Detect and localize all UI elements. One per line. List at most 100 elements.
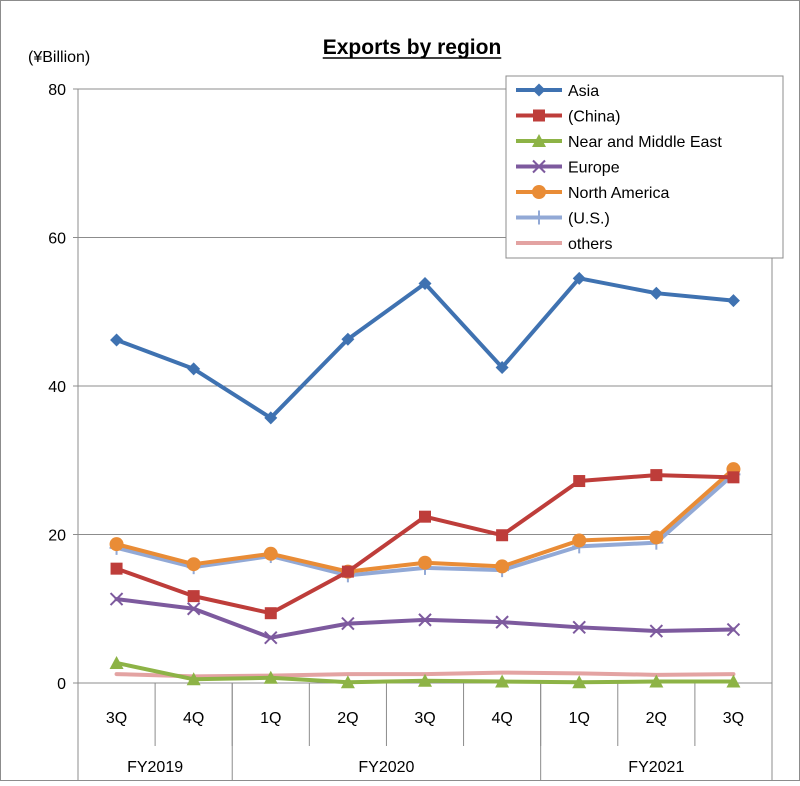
x-tick-label: 4Q [491,710,512,727]
legend-label: Near and Middle East [568,134,722,151]
series-north-america [109,462,741,579]
legend-label: Europe [568,160,620,177]
data-point [341,616,355,631]
x-group-label: FY2019 [127,759,183,776]
data-point [109,655,124,669]
data-point [418,277,432,291]
x-marker-stroke [649,624,664,638]
data-point [495,559,510,574]
y-tick-label: 80 [48,82,66,99]
legend-label: others [568,236,612,253]
data-point [341,332,355,346]
x-group-label: FY2021 [628,759,684,776]
legend-label: Asia [568,83,599,100]
data-point [726,294,740,308]
legend-item: Europe [516,160,620,177]
legend-item: (U.S.) [516,210,610,228]
x-tick-label: 4Q [183,710,204,727]
data-point [187,362,201,376]
y-tick-label: 60 [48,231,66,248]
x-tick-label: 3Q [723,710,744,727]
legend: Asia (China) Near and Middle East Europe Nor… [505,75,784,259]
data-point [109,592,124,606]
legend-label: (China) [568,109,620,126]
data-point [727,471,740,484]
x-tick-label: 1Q [569,710,590,727]
x-marker-stroke [341,616,355,631]
x-tick-label: 2Q [646,710,667,727]
data-point [418,673,432,687]
series-europe [109,592,741,645]
data-point [419,510,431,523]
legend-item: North America [516,185,669,202]
series-near-and-middle-east [109,655,741,689]
x-marker-stroke [726,622,741,637]
legend-marker [532,159,546,174]
data-point [264,607,277,620]
axis-layer: 0 20 40 60 80 3Q 4Q 1Q 2Q 3Q 4Q 1Q 2Q 3Q FY2019 FY2020 F… [48,82,773,781]
legend-marker [532,210,546,225]
data-point [263,670,278,684]
x-tick-label: 2Q [337,710,358,727]
data-point [649,674,664,688]
data-point [572,620,586,635]
legend-marker [533,109,545,122]
legend-item: (China) [516,109,620,126]
data-point [573,475,586,488]
data-point [418,613,432,627]
data-point [649,530,664,545]
legend-label: (U.S.) [568,211,610,228]
legend-marker [532,185,546,199]
x-marker-stroke [186,602,201,616]
data-point [649,624,664,638]
x-tick-label: 3Q [414,710,435,727]
data-point [187,590,200,603]
data-point [495,674,510,688]
data-point [572,271,586,285]
data-point [263,546,278,561]
data-point [572,675,587,689]
x-marker-stroke [109,592,124,606]
x-marker-stroke [495,615,509,629]
y-tick-label: 20 [48,528,66,545]
legend-marker [532,83,546,97]
data-point [649,286,663,300]
legend-marker [532,134,546,147]
data-point [418,555,432,570]
series-layer [109,271,741,689]
data-point [572,533,587,548]
series-china [110,469,740,620]
data-point [264,411,278,425]
data-point [726,674,741,688]
legend-item: others [516,236,612,253]
y-tick-label: 40 [48,379,66,396]
legend-item: Asia [516,83,599,100]
data-point [110,333,124,347]
unit-label: (¥Billion) [28,49,90,66]
chart-title: Exports by region [323,36,502,59]
data-point [650,469,663,482]
data-point [186,672,201,686]
x-marker-stroke [532,159,546,174]
data-point [726,622,741,637]
x-marker-stroke [418,613,432,627]
y-tick-label: 0 [57,676,66,693]
data-point [110,562,123,575]
legend-label: North America [568,185,669,202]
data-point [496,529,509,542]
data-point [109,537,124,552]
data-point [186,602,201,616]
data-point [264,631,278,645]
x-marker-stroke [572,620,586,635]
x-tick-label: 3Q [106,710,127,727]
data-point [186,557,201,572]
x-group-label: FY2020 [358,759,414,776]
data-point [341,565,354,578]
data-point [340,675,355,689]
x-marker-stroke [264,631,278,645]
series-asia [110,271,740,425]
x-tick-label: 1Q [260,710,281,727]
data-point [495,615,509,629]
